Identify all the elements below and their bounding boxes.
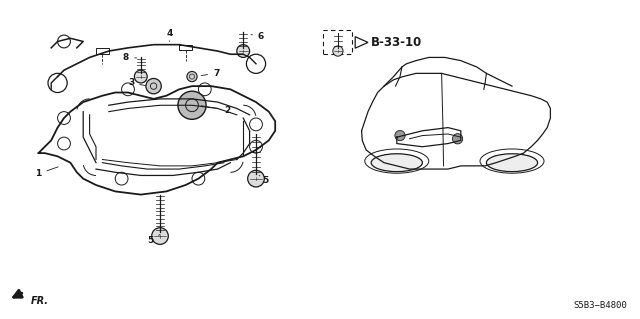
Text: 5: 5 <box>259 175 269 185</box>
Bar <box>179 45 192 50</box>
Text: 3: 3 <box>128 78 146 87</box>
Ellipse shape <box>187 71 197 82</box>
Ellipse shape <box>134 70 147 83</box>
Text: 6: 6 <box>251 32 264 41</box>
Text: B-33-10: B-33-10 <box>371 36 422 49</box>
Ellipse shape <box>237 45 250 57</box>
Text: S5B3−B4800: S5B3−B4800 <box>573 301 627 310</box>
Text: 5: 5 <box>147 234 160 245</box>
Ellipse shape <box>333 46 343 56</box>
Text: 1: 1 <box>35 167 58 178</box>
Ellipse shape <box>395 130 405 141</box>
Text: 2: 2 <box>201 106 230 115</box>
Text: 8: 8 <box>123 53 137 62</box>
Text: 4: 4 <box>166 29 173 41</box>
Ellipse shape <box>371 154 422 172</box>
Ellipse shape <box>152 228 168 244</box>
Ellipse shape <box>248 170 264 187</box>
Ellipse shape <box>452 134 463 144</box>
Text: FR.: FR. <box>31 296 49 306</box>
Ellipse shape <box>178 91 206 119</box>
Ellipse shape <box>486 154 538 172</box>
Text: 7: 7 <box>201 69 220 78</box>
Bar <box>96 48 109 54</box>
Ellipse shape <box>146 78 161 94</box>
Bar <box>323 30 352 54</box>
